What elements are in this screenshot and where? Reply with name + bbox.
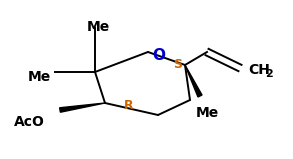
Text: 2: 2 — [265, 69, 273, 79]
Text: AcO: AcO — [14, 115, 45, 129]
Text: Me: Me — [87, 20, 110, 34]
Polygon shape — [185, 65, 202, 97]
Text: CH: CH — [248, 63, 270, 77]
Polygon shape — [60, 103, 105, 112]
Text: R: R — [124, 99, 134, 112]
Text: Me: Me — [28, 70, 51, 84]
Text: O: O — [152, 48, 165, 63]
Text: Me: Me — [196, 106, 219, 120]
Text: S: S — [173, 58, 182, 71]
